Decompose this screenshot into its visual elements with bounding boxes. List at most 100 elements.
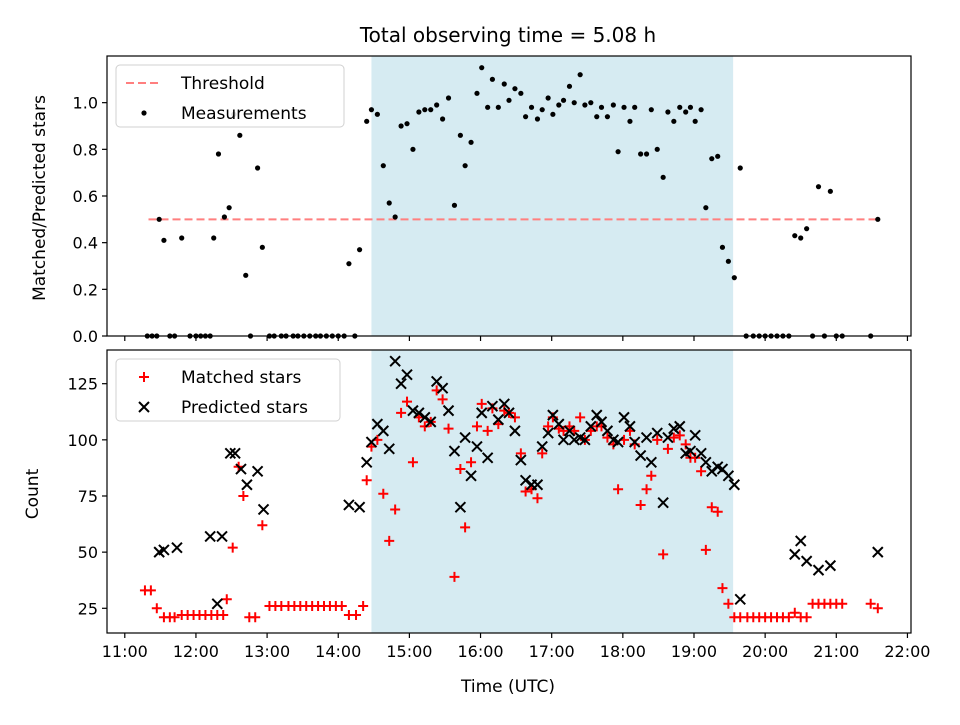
matched-star-point — [801, 612, 812, 623]
measurement-point — [577, 72, 583, 78]
matched-star-point — [641, 484, 652, 495]
x-axis-label: Time (UTC) — [460, 677, 555, 697]
measurement-point — [534, 116, 541, 122]
measurement-point — [474, 90, 480, 96]
predicted-star-point — [645, 456, 658, 469]
predicted-star-point — [454, 501, 467, 513]
measurement-point — [485, 104, 491, 110]
predicted-star-point — [579, 434, 591, 446]
matched-star-point — [482, 425, 493, 436]
legend-matched-swatch — [139, 372, 149, 382]
matched-star-point — [635, 499, 646, 510]
measurement-point — [556, 102, 562, 108]
x-tick-label: 13:00 — [244, 642, 290, 661]
top-y-tick-label: 1.0 — [73, 94, 98, 113]
matched-star-point — [151, 603, 162, 614]
predicted-star-point — [509, 425, 521, 437]
measurement-point — [719, 244, 726, 250]
measurement-point — [615, 149, 621, 155]
predicted-star-point — [563, 425, 576, 437]
predicted-star-point — [695, 447, 707, 460]
predicted-star-point — [229, 447, 241, 460]
measurement-point — [356, 247, 363, 253]
matched-star-point — [717, 583, 728, 594]
bottom-y-axis-label: Count — [23, 468, 43, 519]
matched-star-point — [789, 607, 800, 618]
matched-star-point — [696, 466, 707, 477]
top-y-axis-label: Matched/Predicted stars — [30, 95, 50, 301]
predicted-star-point — [486, 400, 499, 412]
measurement-point — [539, 107, 545, 113]
matched-star-point — [783, 612, 794, 623]
measurement-point — [386, 200, 392, 206]
measurement-point — [468, 139, 474, 145]
bottom-y-tick-label: 100 — [67, 431, 98, 450]
measurement-point — [627, 118, 633, 124]
matched-star-point — [471, 421, 482, 432]
x-tick-label: 17:00 — [529, 642, 575, 661]
measurement-point — [416, 109, 422, 115]
predicted-star-point — [612, 436, 624, 448]
matched-star-point — [336, 601, 347, 612]
predicted-star-point — [436, 382, 449, 394]
top-y-tick-label: 0.8 — [73, 140, 98, 159]
measurement-point — [683, 109, 689, 115]
matched-star-point — [706, 502, 717, 513]
matched-star-point — [460, 522, 471, 533]
matched-star-point — [537, 448, 548, 459]
matched-star-point — [384, 535, 395, 546]
matched-star-point — [378, 488, 389, 499]
measurement-point — [703, 205, 709, 211]
predicted-star-point — [824, 559, 837, 572]
legend-measurement-swatch — [141, 110, 147, 116]
measurement-point — [610, 102, 616, 108]
measurement-point — [439, 116, 446, 122]
legend-entry-label: Measurements — [181, 104, 307, 124]
predicted-star-point — [542, 427, 554, 439]
matched-star-point — [865, 598, 876, 609]
measurement-point — [489, 76, 495, 82]
measurement-point — [715, 153, 721, 159]
predicted-star-point — [503, 407, 515, 419]
measurement-point — [550, 111, 556, 117]
matched-star-point — [407, 457, 418, 468]
measurement-point — [560, 97, 567, 103]
x-tick-label: 18:00 — [600, 642, 646, 661]
measurement-point — [434, 102, 440, 108]
measurement-point — [660, 174, 666, 180]
matched-star-point — [652, 434, 663, 445]
measurement-point — [638, 151, 644, 157]
top-observing-window-span — [371, 56, 734, 336]
measurement-point — [598, 104, 605, 110]
measurement-point — [654, 146, 660, 152]
measurement-point — [648, 107, 654, 113]
measurement-point — [571, 100, 577, 106]
measurement-point — [737, 165, 743, 171]
predicted-star-point — [158, 544, 170, 556]
predicted-star-point — [547, 409, 559, 421]
measurement-point — [687, 104, 694, 110]
predicted-star-point — [722, 470, 735, 482]
predicted-star-point — [343, 499, 355, 511]
measurement-point — [380, 163, 386, 169]
predicted-star-point — [481, 452, 494, 464]
measurement-point — [462, 163, 468, 169]
predicted-star-point — [407, 404, 419, 417]
predicted-star-point — [413, 407, 425, 419]
measurement-point — [792, 233, 798, 239]
matched-star-point — [543, 421, 554, 432]
measurement-point — [523, 114, 529, 120]
predicted-star-point — [465, 470, 477, 482]
predicted-star-point — [553, 418, 565, 430]
measurement-point — [671, 118, 677, 124]
matched-star-point — [238, 490, 249, 501]
predicted-star-point — [812, 564, 825, 576]
matched-star-point — [351, 610, 362, 621]
predicted-star-point — [662, 431, 674, 444]
predicted-star-point — [618, 411, 630, 424]
predicted-star-point — [640, 431, 653, 444]
matched-star-point — [390, 504, 401, 515]
predicted-star-point — [595, 416, 608, 428]
legend-entry-label: Threshold — [180, 74, 265, 94]
